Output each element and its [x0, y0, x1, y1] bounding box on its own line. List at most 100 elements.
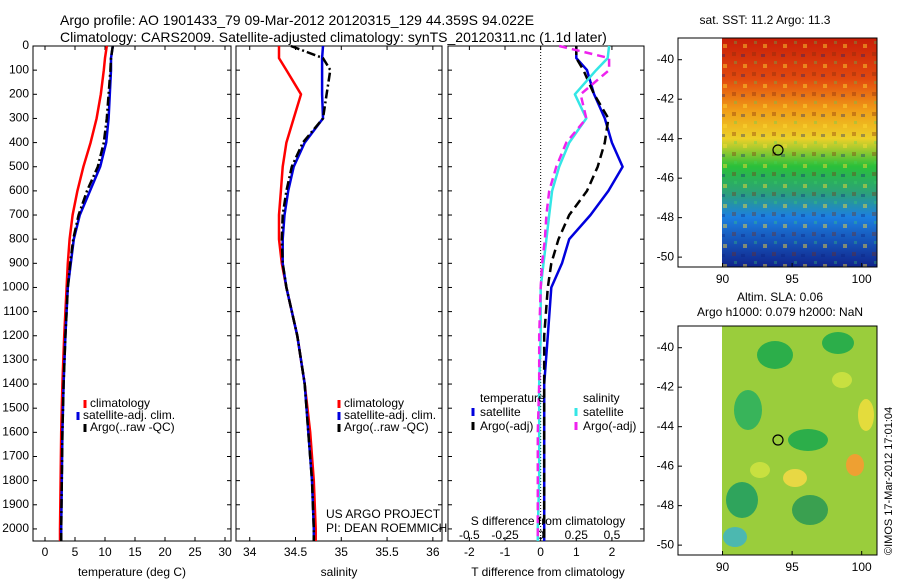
sla-map-frame [677, 325, 878, 556]
chart-title-line2: Climatology: CARS2009. Satellite-adjuste… [60, 29, 607, 45]
lat-tick-label: -42 [657, 91, 675, 105]
series-line-argo-raw-qc [59, 45, 115, 541]
temperature-panel: 0100200300400500600700800900100011001200… [2, 38, 232, 579]
x-tick-label: 5 [72, 545, 79, 559]
legend-label-s-argo: Argo(-adj) [583, 419, 636, 433]
x-tick-label: 35 [335, 545, 349, 559]
sla-field-blobs [723, 332, 874, 547]
s-difference-axis-label: S difference from climatology [471, 514, 626, 528]
series-line-temperature-satellite [542, 46, 624, 541]
legend-label-satellite: satellite-adj. clim. [344, 408, 436, 422]
salinity-axis-label: salinity [321, 565, 358, 579]
y-tick-label: 900 [9, 255, 29, 269]
difference-legend: temperature salinity satellite Argo(-adj… [471, 391, 636, 433]
sla-latitude-ticks: -40 -42 -44 -46 -48 -50 [657, 340, 682, 551]
difference-series [536, 44, 624, 541]
y-tick-label: 1200 [2, 328, 29, 342]
lat-tick-label: -46 [657, 458, 675, 472]
y-tick-label: 1000 [2, 280, 29, 294]
temperature-axis-ticks: 0 5 10 15 20 25 30 [42, 46, 232, 559]
chart-title-line1: Argo profile: AO 1901433_79 09-Mar-2012 … [60, 12, 535, 28]
temperature-axis-label: temperature (deg C) [78, 565, 186, 579]
lon-tick-label: 95 [785, 272, 799, 286]
y-tick-label: 0 [22, 38, 29, 52]
series-line-argo-raw-qc [280, 44, 332, 541]
x-tick-label: 0 [42, 545, 49, 559]
imos-watermark: ©IMOS 17-Mar-2012 17:01:04 [883, 407, 895, 555]
lat-tick-label: -44 [657, 419, 675, 433]
x-tick-label: 25 [188, 545, 202, 559]
x-tick-label: 0 [537, 545, 544, 559]
legend-label-t-argo: Argo(-adj) [480, 419, 533, 433]
argo-float-marker [772, 144, 784, 156]
x2-tick-label: -0.25 [491, 528, 519, 542]
y-tick-label: 1300 [2, 352, 29, 366]
y-tick-label: 1400 [2, 376, 29, 390]
lat-tick-label: -42 [657, 379, 675, 393]
x-tick-label: 30 [218, 545, 232, 559]
legend-label-climatology: climatology [344, 396, 404, 410]
sst-map: sat. SST: 11.2 Argo: 11.3 -40-42-44-46-4… [657, 13, 878, 286]
y-tick-label: 1600 [2, 425, 29, 439]
legend-label-t-satellite: satellite [480, 405, 521, 419]
s-difference-axis-ticks: -0.5-0.2500.250.5 [459, 528, 621, 542]
sst-map-title: sat. SST: 11.2 Argo: 11.3 [700, 13, 831, 27]
lon-tick-label: 95 [785, 560, 799, 574]
salinity-axes-frame [235, 45, 443, 542]
y-tick-label: 1900 [2, 497, 29, 511]
legend-label-satellite: satellite-adj. clim. [83, 408, 175, 422]
sst-map-frame [677, 37, 878, 268]
salinity-depth-ticks [236, 45, 442, 530]
sst-longitude-ticks: 90 95 100 [716, 263, 872, 286]
y-tick-label: 600 [9, 183, 29, 197]
x-tick-label: 34.5 [284, 545, 308, 559]
legend-header-salinity: salinity [583, 391, 620, 405]
series-line-temperature-argo-adj [542, 46, 610, 541]
x2-tick-label: 0.25 [565, 528, 589, 542]
x-tick-label: 36 [426, 545, 440, 559]
legend-label-s-satellite: satellite [583, 405, 624, 419]
sla-longitude-ticks: 90 95 100 [716, 551, 872, 574]
lat-tick-label: -48 [657, 210, 675, 224]
sla-map-title-line2: Argo h1000: 0.079 h2000: NaN [697, 305, 863, 319]
y-tick-label: 500 [9, 159, 29, 173]
y-tick-label: 300 [9, 111, 29, 125]
lon-tick-label: 90 [716, 560, 730, 574]
lat-tick-label: -48 [657, 498, 675, 512]
pi-label: PI: DEAN ROEMMICH [326, 521, 447, 535]
depth-axis-ticks: 0 100 200 300 400 500 600 700 800 900 1000 1100 1200… [2, 38, 231, 535]
series-line-climatology [277, 46, 317, 541]
sla-map: Altim. SLA: 0.06 Argo h1000: 0.079 h2000… [657, 290, 878, 574]
difference-axes-frame [447, 45, 645, 542]
lat-tick-label: -40 [657, 340, 675, 354]
salinity-panel: 34 34.5 35 35.5 36 salinity climatology sate… [235, 44, 447, 579]
x-tick-label: 20 [158, 545, 172, 559]
lat-tick-label: -44 [657, 131, 675, 145]
x2-tick-label: -0.5 [459, 528, 480, 542]
x-tick-label: 34 [243, 545, 257, 559]
sla-map-title-line1: Altim. SLA: 0.06 [737, 290, 823, 304]
y-tick-label: 1800 [2, 473, 29, 487]
series-line-salinity-satellite [536, 45, 611, 541]
y-tick-label: 400 [9, 135, 29, 149]
temperature-series [58, 45, 115, 541]
y-tick-label: 1100 [3, 304, 29, 318]
y-tick-label: 700 [9, 207, 29, 221]
salinity-legend: climatology satellite-adj. clim. Argo(..… [337, 396, 436, 434]
lon-tick-label: 100 [852, 272, 872, 286]
difference-depth-ticks [448, 45, 644, 530]
x-tick-label: -1 [500, 545, 511, 559]
y-tick-label: 100 [9, 62, 29, 76]
temperature-axes-frame [32, 45, 232, 542]
y-tick-label: 2000 [2, 521, 29, 535]
sst-latitude-ticks: -40 -42 -44 -46 -48 -50 [657, 52, 682, 263]
legend-label-argo: Argo(..raw -QC) [90, 420, 175, 434]
lon-tick-label: 90 [716, 272, 730, 286]
y-tick-label: 800 [9, 231, 29, 245]
x2-tick-label: 0.5 [604, 528, 621, 542]
y-tick-label: 200 [9, 86, 29, 100]
salinity-axis-ticks: 34 34.5 35 35.5 36 [243, 46, 440, 559]
series-line-salinity-argo-adj [536, 44, 611, 541]
series-line-satellite-adj-clim [281, 45, 325, 541]
